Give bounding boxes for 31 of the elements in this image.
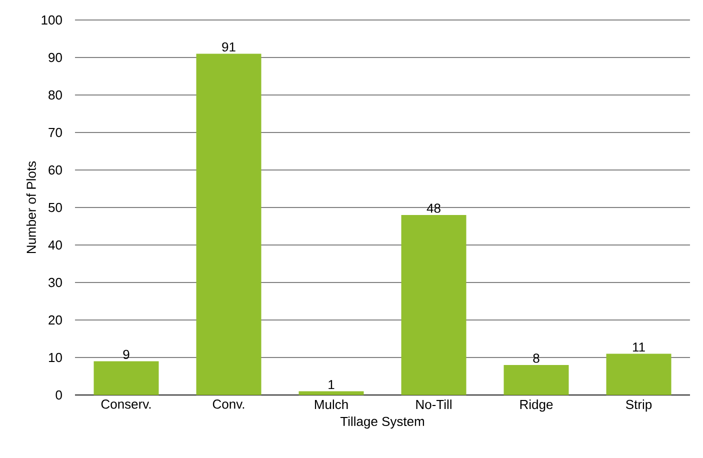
y-tick-label: 50 xyxy=(48,202,62,212)
y-tick-label: 0 xyxy=(56,390,62,400)
bar xyxy=(504,365,569,395)
y-tick-label: 80 xyxy=(48,90,62,100)
y-tick-label: 10 xyxy=(48,352,62,362)
y-tick-label: 20 xyxy=(48,315,62,325)
data-label: 91 xyxy=(222,42,236,52)
y-tick-label: 100 xyxy=(42,15,62,25)
x-tick-label: Conv. xyxy=(212,400,244,409)
x-tick-label: Ridge xyxy=(520,400,553,412)
bar xyxy=(196,54,262,395)
data-label: 8 xyxy=(533,354,540,363)
data-label: 48 xyxy=(426,204,440,213)
data-label: 9 xyxy=(123,350,130,360)
y-tick-label: 30 xyxy=(48,278,62,288)
y-tick-label: 60 xyxy=(48,165,62,175)
y-axis-title: Number of Plots xyxy=(26,161,36,254)
x-tick-label: Strip xyxy=(626,400,652,412)
bar xyxy=(298,391,364,395)
bar xyxy=(606,354,672,395)
x-tick-label: Conserv. xyxy=(101,400,151,409)
x-tick-label: Mulch xyxy=(314,400,348,410)
y-tick-label: 40 xyxy=(48,240,62,250)
x-tick-label: No-Till xyxy=(416,400,452,410)
bar xyxy=(401,215,466,395)
bar xyxy=(94,361,159,395)
data-label: 11 xyxy=(632,342,645,352)
y-tick-label: 70 xyxy=(48,128,62,138)
data-label: 1 xyxy=(328,380,334,390)
x-axis-title: Tillage System xyxy=(340,416,424,429)
y-tick-label: 90 xyxy=(48,52,62,62)
